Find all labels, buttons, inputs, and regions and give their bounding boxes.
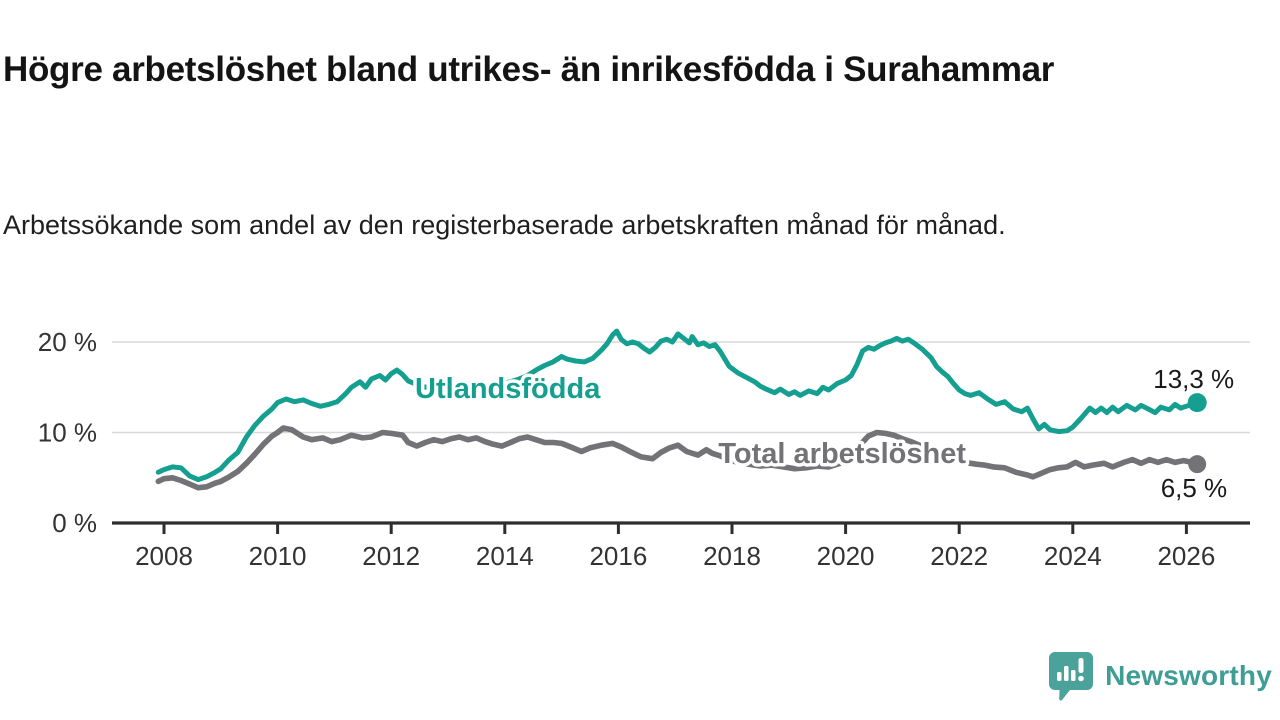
x-tick-label: 2020 [817, 541, 875, 571]
x-tick-label: 2012 [362, 541, 420, 571]
series-line-2 [155, 425, 1200, 491]
series-end-dot [1187, 393, 1207, 413]
x-tick-label: 2018 [703, 541, 761, 571]
chart-subtitle: Arbetssökande som andel av den registerb… [3, 210, 1006, 240]
y-tick-label: 10 % [38, 418, 97, 448]
newsworthy-logo-icon [1049, 652, 1094, 701]
series-end-dot [1188, 455, 1207, 474]
x-tick-label: 2026 [1157, 541, 1215, 571]
chart-title: Högre arbetslöshet bland utrikes- än inr… [3, 50, 1055, 90]
brand-footer: Newsworthy [1047, 650, 1272, 702]
x-tick-label: 2008 [135, 541, 193, 571]
x-tick-label: 2022 [930, 541, 988, 571]
x-tick-label: 2014 [476, 541, 534, 571]
y-tick-label: 0 % [52, 508, 97, 538]
y-tick-label: 20 % [38, 327, 97, 357]
series-end-value: 13,3 % [1153, 364, 1234, 394]
brand-name: Newsworthy [1105, 660, 1272, 691]
x-tick-label: 2016 [589, 541, 647, 571]
x-tick-label: 2010 [249, 541, 307, 571]
series-label: Total arbetslöshet [718, 438, 966, 470]
series-label: Utlandsfödda [415, 373, 601, 405]
series-end-value: 6,5 % [1161, 473, 1228, 503]
x-tick-label: 2024 [1044, 541, 1102, 571]
series-line-1 [155, 328, 1200, 483]
